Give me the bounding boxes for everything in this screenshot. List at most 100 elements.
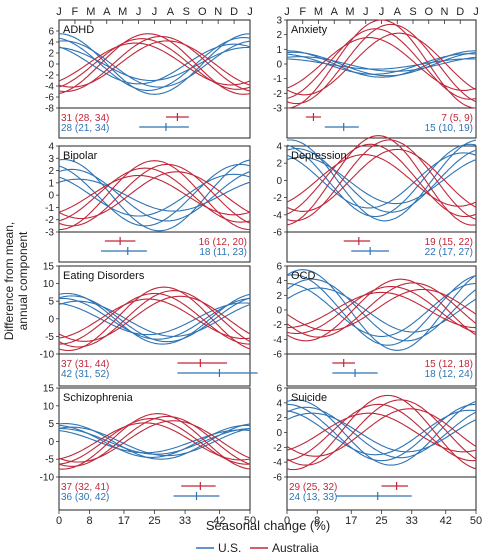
curve-australia-5	[58, 174, 251, 216]
curve-australia-2	[286, 399, 477, 466]
x-tick-label: 0	[284, 515, 290, 527]
legend-label-us: U.S.	[218, 541, 241, 555]
panel-title: Anxiety	[291, 24, 328, 36]
x-tick-label: 17	[345, 515, 357, 527]
y-tick-label: -2	[273, 443, 282, 454]
top-month-label: M	[345, 6, 354, 18]
curve-u-s--5	[58, 429, 251, 454]
curve-australia-1	[286, 278, 477, 342]
panel-frame	[286, 265, 477, 387]
y-tick-label: -2	[45, 71, 54, 82]
y-tick-label: -2	[45, 215, 54, 226]
x-tick-label: 42	[213, 515, 225, 527]
top-month-label: J	[56, 6, 62, 18]
curve-u-s--5	[286, 287, 477, 333]
top-month-label: S	[409, 6, 416, 18]
curve-u-s--1	[286, 399, 477, 466]
y-tick-label: -6	[273, 473, 282, 484]
top-month-label: A	[103, 6, 111, 18]
y-tick-label: 0	[276, 306, 282, 317]
y-tick-label: 10	[43, 401, 55, 412]
curve-australia-5	[58, 298, 251, 340]
panel-title: Bipolar	[63, 150, 98, 162]
y-tick-label: 0	[276, 60, 282, 71]
y-tick-label: -5	[45, 332, 54, 343]
y-tick-label: 4	[276, 142, 282, 153]
x-tick-label: 0	[56, 515, 62, 527]
estimate-label-u-s-: 28 (21, 34)	[61, 123, 109, 134]
curve-u-s--5	[286, 156, 477, 205]
y-tick-label: 2	[276, 413, 282, 424]
top-month-label: J	[379, 6, 385, 18]
top-month-label: S	[183, 6, 190, 18]
y-tick-label: -6	[273, 228, 282, 239]
estimate-label-australia: 31 (28, 34)	[61, 113, 109, 124]
curve-australia-2	[286, 139, 477, 222]
curve-australia-4	[58, 295, 251, 342]
curve-u-s--4	[287, 50, 476, 78]
estimate-label-australia: 16 (12, 20)	[199, 237, 247, 248]
curve-australia-4	[286, 32, 477, 96]
top-month-label: F	[299, 6, 306, 18]
y-tick-label: 4	[276, 398, 282, 409]
y-tick-label: -10	[40, 473, 55, 484]
bottom-x-axis: 0 8 17 25 33 42 50 0 8 17 25 33 42 50	[56, 510, 482, 527]
y-tick-label: 6	[276, 262, 282, 273]
curve-u-s--3	[58, 168, 251, 222]
top-month-label: J	[473, 6, 479, 18]
estimate-label-australia: 29 (25, 32)	[289, 482, 337, 493]
y-tick-label: 0	[276, 428, 282, 439]
y-tick-label: 15	[43, 262, 55, 273]
x-tick-label: 8	[86, 515, 92, 527]
curve-australia-1	[58, 286, 251, 352]
top-month-label: A	[394, 6, 402, 18]
estimate-label-australia: 19 (15, 22)	[425, 237, 473, 248]
curve-u-s--5	[58, 46, 251, 82]
x-tick-label: 42	[440, 515, 452, 527]
y-tick-label: -2	[273, 193, 282, 204]
y-axis-label-line2: annual component	[16, 231, 30, 330]
x-axis-label: Seasonal change (%)	[206, 518, 330, 533]
curve-australia-5	[286, 37, 477, 91]
curve-australia-3	[286, 143, 477, 218]
y-tick-label: -8	[45, 104, 54, 115]
curve-australia-4	[286, 288, 477, 332]
curve-u-s--4	[59, 428, 251, 455]
panel-title: Schizophrenia	[63, 392, 134, 404]
curve-australia-1	[286, 135, 477, 226]
panel-frame	[58, 19, 251, 139]
curve-u-s--2	[286, 143, 477, 218]
panel-eating-disorders: -10 -5 0 5 10 15 Eating Disorders 37 (31, 44)42…	[40, 262, 258, 387]
top-month-label: A	[167, 6, 175, 18]
curve-australia-5	[58, 422, 251, 461]
curve-u-s--3	[286, 148, 477, 213]
y-tick-label: -2	[273, 89, 282, 100]
curve-australia-5	[286, 412, 477, 453]
y-tick-label: 1	[48, 178, 54, 189]
y-tick-label: 2	[48, 49, 54, 60]
y-tick-label: 4	[48, 142, 54, 153]
estimate-label-u-s-: 24 (13, 33)	[289, 492, 337, 503]
y-tick-label: 0	[48, 314, 54, 325]
panel-frame	[286, 145, 477, 263]
curve-u-s--2	[58, 297, 251, 340]
curve-australia-2	[58, 290, 251, 348]
y-tick-label: -2	[273, 320, 282, 331]
curve-u-s--2	[58, 163, 251, 227]
curve-australia-3	[286, 28, 477, 100]
y-tick-label: 4	[276, 276, 282, 287]
curve-u-s--4	[286, 409, 477, 456]
curve-australia-4	[58, 420, 251, 463]
curve-australia-5	[287, 291, 476, 329]
y-tick-label: 2	[276, 291, 282, 302]
curve-australia-2	[286, 282, 477, 338]
y-tick-label: 4	[48, 38, 54, 49]
x-tick-label: 25	[148, 515, 160, 527]
curve-australia-4	[58, 40, 251, 88]
curve-australia-4	[286, 148, 477, 212]
y-tick-label: -3	[45, 228, 54, 239]
top-month-label: N	[441, 6, 449, 18]
